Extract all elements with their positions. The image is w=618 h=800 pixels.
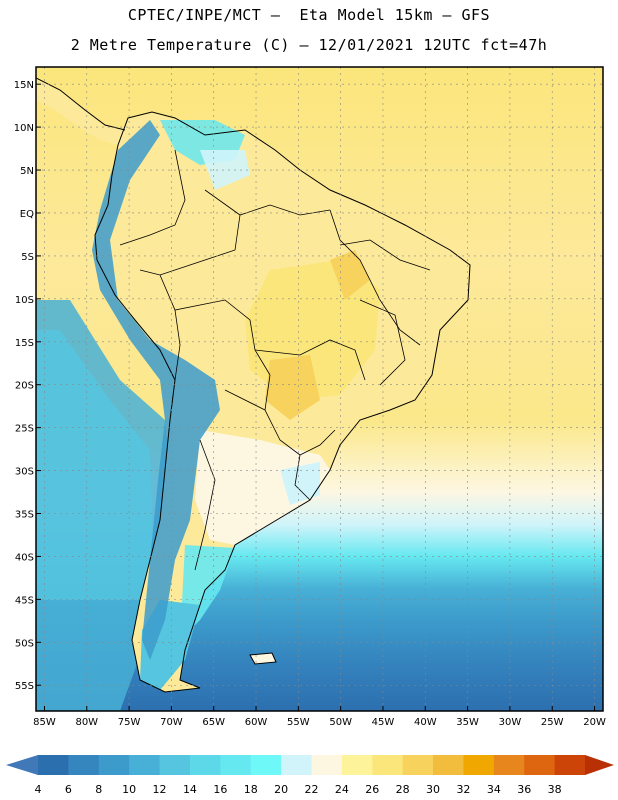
colorbar-swatch xyxy=(98,755,130,775)
andes-cold-strip xyxy=(92,120,220,660)
colorbar-label: 38 xyxy=(548,783,562,796)
lon-tick-label: 80W xyxy=(75,717,98,728)
lon-tick-label: 45W xyxy=(372,717,395,728)
colorbar-min-arrow xyxy=(6,755,38,775)
colorbar-swatch xyxy=(372,755,404,775)
colorbar-label: 36 xyxy=(517,783,531,796)
temperature-map: 85W 80W 75W 70W 65W 60W 55W 50W 45W 40W 35W 30W 25W 2… xyxy=(14,66,606,728)
colorbar-label: 24 xyxy=(335,783,349,796)
colorbar-label: 20 xyxy=(274,783,288,796)
colorbar-label: 26 xyxy=(365,783,379,796)
colorbar-label: 8 xyxy=(95,783,102,796)
lat-tick-label: 35S xyxy=(15,510,34,521)
colorbar-label: 18 xyxy=(244,783,258,796)
lat-tick-label: 20S xyxy=(15,381,34,392)
colorbar-swatch xyxy=(189,755,221,775)
colorbar-label: 6 xyxy=(65,783,72,796)
lat-tick-label: 25S xyxy=(15,424,34,435)
colorbar-max-arrow xyxy=(585,755,614,775)
colorbar-label: 10 xyxy=(122,783,136,796)
lat-tick-label: 30S xyxy=(15,467,34,478)
falkland-islands xyxy=(249,652,277,665)
colorbar-label: 30 xyxy=(426,783,440,796)
colorbar-swatch xyxy=(159,755,191,775)
colorbar-label: 4 xyxy=(35,783,42,796)
lat-tick-label: 45S xyxy=(15,595,34,606)
lon-tick-label: 50W xyxy=(329,717,352,728)
lat-tick-label: 5N xyxy=(20,166,34,177)
lat-tick-label: 10S xyxy=(15,295,34,306)
colorbar-swatch xyxy=(281,755,312,775)
lon-tick-label: 75W xyxy=(118,717,141,728)
lon-tick-label: 55W xyxy=(287,717,310,728)
lon-tick-label: 30W xyxy=(499,717,522,728)
colorbar-swatch xyxy=(38,755,69,775)
colorbar-label: 32 xyxy=(456,783,470,796)
colorbar-label: 28 xyxy=(396,783,410,796)
country-borders xyxy=(119,149,431,571)
lat-tick-label: 55S xyxy=(15,681,34,692)
map-frame xyxy=(35,66,604,712)
colorbar-swatch xyxy=(68,755,100,775)
colorbar-swatch xyxy=(129,755,161,775)
lat-tick-label: 15S xyxy=(15,338,34,349)
lat-tick-label: 10N xyxy=(14,123,34,134)
colorbar-swatch xyxy=(250,755,282,775)
colorbar-swatch xyxy=(433,755,464,775)
coastline xyxy=(94,111,471,693)
central-america-land xyxy=(36,78,125,145)
lon-tick-label: 40W xyxy=(414,717,437,728)
lat-tick-label: 15N xyxy=(14,80,34,91)
colorbar-swatch xyxy=(493,755,525,775)
map-title: CPTEC/INPE/MCT – Eta Model 15km – GFS xyxy=(127,6,491,24)
colorbar-swatch xyxy=(554,755,586,775)
lat-tick-label: 40S xyxy=(15,552,34,563)
lon-tick-label: 20W xyxy=(583,717,606,728)
colorbar-swatch xyxy=(220,755,252,775)
lon-tick-label: 65W xyxy=(202,717,225,728)
lon-tick-label: 70W xyxy=(160,717,183,728)
colorbar-swatch xyxy=(311,755,343,775)
colorbar: 4 6 8 10 12 14 16 18 20 22 24 26 28 30 32 34 36 38 xyxy=(6,755,614,796)
colorbar-label: 16 xyxy=(213,783,227,796)
lat-tick-label: EQ xyxy=(20,209,34,220)
lon-tick-label: 35W xyxy=(456,717,479,728)
lat-tick-label: 50S xyxy=(15,638,34,649)
colorbar-label: 12 xyxy=(153,783,167,796)
lat-tick-label: 5S xyxy=(21,252,34,263)
map-subtitle: 2 Metre Temperature (C) – 12/01/2021 12U… xyxy=(70,36,548,54)
lon-tick-label: 25W xyxy=(541,717,564,728)
lon-tick-label: 60W xyxy=(245,717,268,728)
colorbar-label: 14 xyxy=(183,783,197,796)
colorbar-swatch xyxy=(402,755,434,775)
colorbar-swatch xyxy=(341,755,373,775)
graticule xyxy=(36,67,603,711)
lon-tick-label: 85W xyxy=(33,717,56,728)
colorbar-label: 22 xyxy=(305,783,319,796)
colorbar-swatch xyxy=(524,755,556,775)
colorbar-swatch xyxy=(463,755,495,775)
colorbar-label: 34 xyxy=(487,783,501,796)
